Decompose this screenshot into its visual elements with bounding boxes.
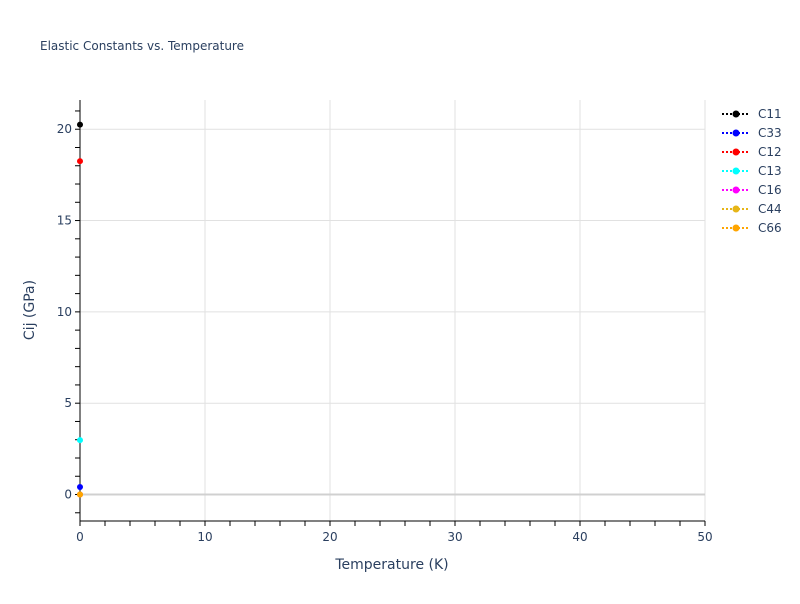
data-point-C12 [77, 158, 83, 165]
y-tick-label: 15 [57, 214, 72, 228]
legend-marker-C11 [732, 110, 740, 118]
chart-title: Elastic Constants vs. Temperature [40, 39, 244, 53]
legend-marker-C16 [732, 186, 740, 194]
data-point-C33 [77, 484, 83, 491]
data-point-C13 [77, 437, 83, 444]
legend-label-C44: C44 [758, 202, 782, 216]
data-point-C11 [77, 121, 83, 128]
legend-marker-C13 [732, 167, 740, 175]
legend-label-C33: C33 [758, 126, 782, 140]
legend-label-C66: C66 [758, 221, 782, 235]
y-tick-label: 20 [57, 122, 72, 136]
legend-marker-C44 [732, 205, 740, 213]
x-tick-label: 40 [572, 530, 587, 544]
legend-label-C11: C11 [758, 107, 782, 121]
legend-marker-C12 [732, 148, 740, 156]
legend-label-C13: C13 [758, 164, 782, 178]
x-tick-label: 30 [447, 530, 462, 544]
data-point-C66 [77, 491, 83, 498]
y-tick-label: 0 [64, 488, 72, 502]
y-axis-label: Cij (GPa) [22, 280, 38, 340]
legend-marker-C66 [732, 224, 740, 232]
x-tick-label: 0 [76, 530, 84, 544]
x-tick-label: 50 [697, 530, 712, 544]
legend-marker-C33 [732, 129, 740, 137]
legend-label-C16: C16 [758, 183, 782, 197]
x-axis-label: Temperature (K) [334, 557, 448, 573]
x-tick-label: 10 [197, 530, 212, 544]
y-tick-label: 5 [64, 396, 72, 410]
legend-label-C12: C12 [758, 145, 782, 159]
y-tick-label: 10 [57, 305, 72, 319]
x-tick-label: 20 [322, 530, 337, 544]
